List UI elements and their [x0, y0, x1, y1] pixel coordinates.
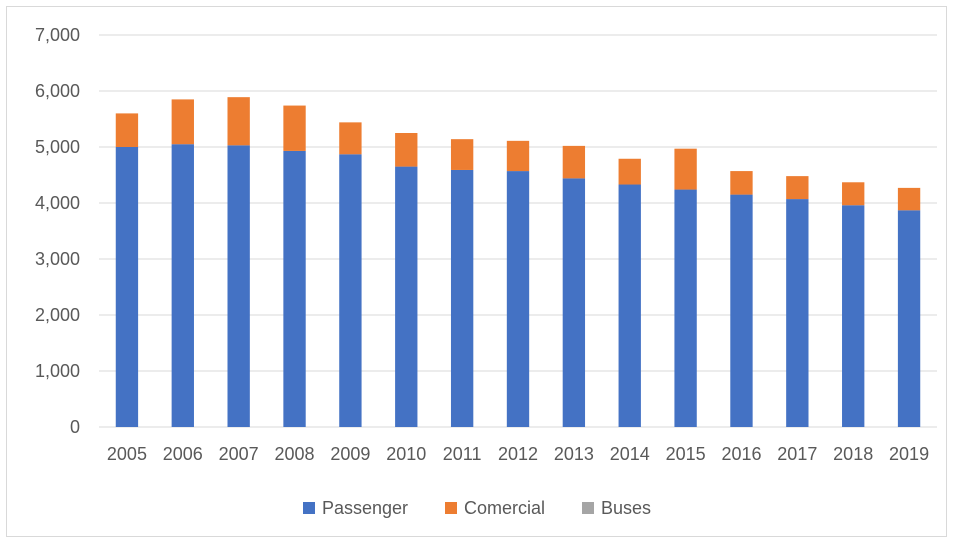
bar-comercial-2018 [842, 182, 865, 206]
x-tick-label: 2014 [610, 444, 650, 464]
bar-passenger-2006 [171, 144, 194, 427]
bar-passenger-2010 [395, 166, 418, 427]
bar-comercial-2011 [450, 139, 474, 170]
stacked-bar-chart: 0 1,000 2,000 3,000 4,000 5,000 6,000 7,000 200… [35, 25, 937, 518]
y-tick-label: 7,000 [35, 25, 80, 45]
x-tick-label: 2012 [498, 444, 538, 464]
y-tick-label: 6,000 [35, 81, 80, 101]
bar-passenger-2014 [618, 184, 641, 427]
bar-comercial-2010 [395, 133, 418, 167]
y-tick-label: 2,000 [35, 305, 80, 325]
x-tick-label: 2016 [721, 444, 761, 464]
x-tick-label: 2009 [330, 444, 370, 464]
bar-passenger-2013 [562, 178, 586, 427]
bar-passenger-2015 [674, 189, 697, 427]
x-tick-label: 2008 [275, 444, 315, 464]
bar-comercial-2013 [562, 145, 586, 179]
y-tick-label: 1,000 [35, 361, 80, 381]
legend-swatch-passenger [303, 502, 315, 514]
y-tick-label: 4,000 [35, 193, 80, 213]
bar-comercial-2017 [786, 176, 809, 200]
bar-passenger-2008 [283, 150, 306, 428]
bar-passenger-2011 [450, 169, 474, 427]
legend-label-buses: Buses [601, 498, 651, 518]
bar-comercial-2009 [339, 122, 362, 155]
x-tick-label: 2007 [219, 444, 259, 464]
bars [115, 97, 921, 428]
x-tick-label: 2011 [443, 444, 482, 464]
bar-comercial-2014 [618, 158, 641, 185]
y-axis-tick-labels: 0 1,000 2,000 3,000 4,000 5,000 6,000 7,000 [35, 25, 80, 437]
bar-passenger-2017 [786, 199, 809, 427]
x-tick-label: 2013 [554, 444, 594, 464]
bar-comercial-2016 [730, 171, 753, 195]
x-tick-label: 2005 [107, 444, 147, 464]
bar-comercial-2007 [227, 97, 250, 146]
bar-passenger-2019 [897, 210, 921, 427]
legend-swatch-buses [582, 502, 594, 514]
bar-passenger-2018 [842, 205, 865, 427]
legend-swatch-comercial [445, 502, 457, 514]
bar-passenger-2005 [115, 147, 139, 427]
chart-frame: 0 1,000 2,000 3,000 4,000 5,000 6,000 7,000 200… [6, 6, 947, 537]
legend-label-passenger: Passenger [322, 498, 408, 518]
bar-passenger-2007 [227, 145, 250, 427]
bar-passenger-2016 [730, 194, 753, 427]
y-tick-label: 3,000 [35, 249, 80, 269]
y-tick-label: 0 [70, 417, 80, 437]
x-tick-label: 2017 [777, 444, 817, 464]
bar-passenger-2009 [339, 154, 362, 427]
bar-comercial-2015 [674, 148, 697, 190]
bar-comercial-2012 [506, 140, 530, 172]
x-tick-label: 2015 [666, 444, 706, 464]
x-tick-label: 2018 [833, 444, 873, 464]
legend: Passenger Comercial Buses [303, 498, 651, 518]
x-tick-label: 2010 [386, 444, 426, 464]
bar-comercial-2019 [897, 187, 921, 211]
x-tick-label: 2006 [163, 444, 203, 464]
y-tick-label: 5,000 [35, 137, 80, 157]
bar-passenger-2012 [506, 171, 530, 427]
bar-comercial-2005 [115, 113, 139, 147]
legend-label-comercial: Comercial [464, 498, 545, 518]
x-tick-label: 2019 [889, 444, 929, 464]
bar-comercial-2006 [171, 99, 194, 145]
bar-comercial-2008 [283, 105, 306, 151]
x-axis-tick-labels: 2005 2006 2007 2008 2009 2010 2011 2012 2013 2014… [107, 444, 929, 464]
